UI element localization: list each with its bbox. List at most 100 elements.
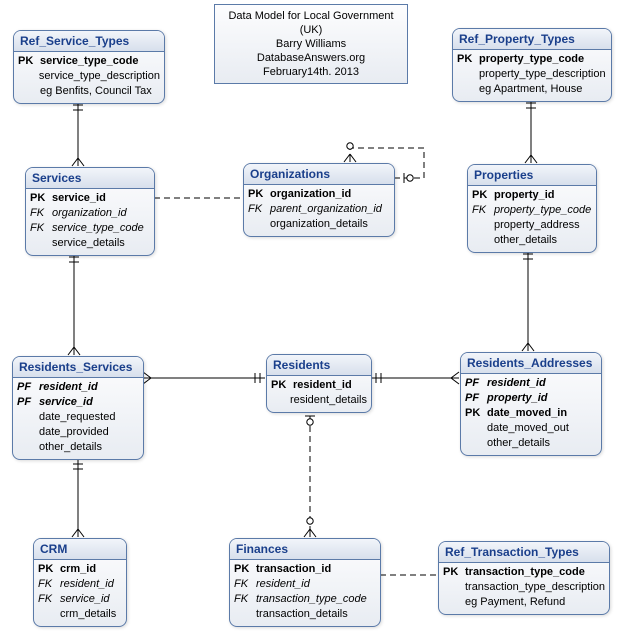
attr-name: other_details	[494, 233, 557, 248]
entity-title: CRM	[34, 539, 126, 560]
attr-name: resident_id	[256, 577, 310, 592]
attr-name: transaction_details	[256, 607, 348, 622]
attr-name: parent_organization_id	[270, 202, 382, 217]
attr-key: FK	[472, 203, 494, 218]
attr-row: FKservice_type_code	[30, 221, 150, 236]
attr-row: property_address	[472, 218, 592, 233]
attr-row: PKproperty_type_code	[457, 52, 607, 67]
attr-key: FK	[234, 592, 256, 607]
attr-key: FK	[30, 221, 52, 236]
attr-row: crm_details	[38, 607, 122, 622]
attr-row: PKcrm_id	[38, 562, 122, 577]
attr-name: resident_details	[290, 393, 367, 408]
attr-key	[17, 425, 39, 440]
attr-key: FK	[38, 577, 60, 592]
attr-row: PFservice_id	[17, 395, 139, 410]
entity-ref_service_types: Ref_Service_TypesPKservice_type_codeserv…	[13, 30, 165, 104]
attr-key	[465, 436, 487, 451]
attr-name: service_details	[52, 236, 125, 251]
attr-row: FKparent_organization_id	[248, 202, 390, 217]
attr-key	[271, 393, 290, 408]
attr-row: service_type_description	[18, 69, 160, 84]
entity-title: Ref_Service_Types	[14, 31, 164, 52]
attr-key	[443, 595, 465, 610]
attr-row: eg Apartment, House	[457, 82, 607, 97]
attr-key: PK	[18, 54, 40, 69]
attr-name: resident_id	[293, 378, 352, 393]
attr-key	[457, 82, 479, 97]
attr-row: PFproperty_id	[465, 391, 597, 406]
attr-name: organization_id	[270, 187, 351, 202]
attr-row: PFresident_id	[17, 380, 139, 395]
attr-key: PK	[248, 187, 270, 202]
attr-row: date_provided	[17, 425, 139, 440]
diagram-title-box: Data Model for Local Government (UK) Bar…	[214, 4, 408, 84]
attr-row: PKservice_id	[30, 191, 150, 206]
entity-title: Finances	[230, 539, 380, 560]
entity-title: Residents_Services	[13, 357, 143, 378]
attr-key	[234, 607, 256, 622]
attr-name: service_id	[39, 395, 93, 410]
attr-name: property_id	[487, 391, 548, 406]
entity-title: Ref_Transaction_Types	[439, 542, 609, 563]
attr-row: date_moved_out	[465, 421, 597, 436]
attr-row: PKproperty_id	[472, 188, 592, 203]
attr-name: organization_details	[270, 217, 368, 232]
attr-key: PK	[38, 562, 60, 577]
attr-row: FKresident_id	[234, 577, 376, 592]
attr-row: PKorganization_id	[248, 187, 390, 202]
attr-key: PF	[17, 380, 39, 395]
attr-name: eg Payment, Refund	[465, 595, 565, 610]
attr-row: PKservice_type_code	[18, 54, 160, 69]
entity-body: PKcrm_idFKresident_idFKservice_idcrm_det…	[34, 560, 126, 626]
attr-name: eg Apartment, House	[479, 82, 582, 97]
attr-key: PK	[472, 188, 494, 203]
attr-key: FK	[234, 577, 256, 592]
attr-key: FK	[248, 202, 270, 217]
attr-name: transaction_type_code	[465, 565, 585, 580]
attr-key	[38, 607, 60, 622]
attr-row: transaction_details	[234, 607, 376, 622]
entity-services: ServicesPKservice_idFKorganization_idFKs…	[25, 167, 155, 256]
attr-row: PKtransaction_id	[234, 562, 376, 577]
attr-row: FKservice_id	[38, 592, 122, 607]
attr-name: property_type_code	[494, 203, 591, 218]
attr-row: PKdate_moved_in	[465, 406, 597, 421]
attr-name: resident_id	[60, 577, 114, 592]
attr-name: organization_id	[52, 206, 127, 221]
attr-key: PF	[17, 395, 39, 410]
entity-title: Services	[26, 168, 154, 189]
attr-name: property_id	[494, 188, 555, 203]
entity-crm: CRMPKcrm_idFKresident_idFKservice_idcrm_…	[33, 538, 127, 627]
attr-row: property_type_description	[457, 67, 607, 82]
attr-key: PK	[465, 406, 487, 421]
attr-key	[465, 421, 487, 436]
attr-name: property_address	[494, 218, 580, 233]
attr-row: eg Benfits, Council Tax	[18, 84, 160, 99]
attr-name: resident_id	[487, 376, 546, 391]
attr-row: service_details	[30, 236, 150, 251]
info-line-4: February14th. 2013	[223, 65, 399, 79]
attr-key	[30, 236, 52, 251]
attr-name: service_type_code	[52, 221, 144, 236]
attr-key: FK	[30, 206, 52, 221]
entity-title: Organizations	[244, 164, 394, 185]
entity-title: Residents_Addresses	[461, 353, 601, 374]
attr-row: PKresident_id	[271, 378, 367, 393]
entity-properties: PropertiesPKproperty_idFKproperty_type_c…	[467, 164, 597, 253]
attr-key	[18, 69, 39, 84]
attr-row: resident_details	[271, 393, 367, 408]
attr-name: property_type_code	[479, 52, 584, 67]
attr-name: eg Benfits, Council Tax	[40, 84, 152, 99]
attr-name: transaction_type_description	[465, 580, 605, 595]
attr-name: service_id	[60, 592, 110, 607]
attr-name: service_type_code	[40, 54, 138, 69]
info-line-2: Barry Williams	[223, 37, 399, 51]
entity-body: PKservice_idFKorganization_idFKservice_t…	[26, 189, 154, 255]
entity-title: Ref_Property_Types	[453, 29, 611, 50]
entity-body: PFresident_idPFproperty_idPKdate_moved_i…	[461, 374, 601, 455]
attr-row: other_details	[465, 436, 597, 451]
entity-body: PKservice_type_codeservice_type_descript…	[14, 52, 164, 103]
entity-residents: ResidentsPKresident_idresident_details	[266, 354, 372, 413]
attr-key: PK	[234, 562, 256, 577]
